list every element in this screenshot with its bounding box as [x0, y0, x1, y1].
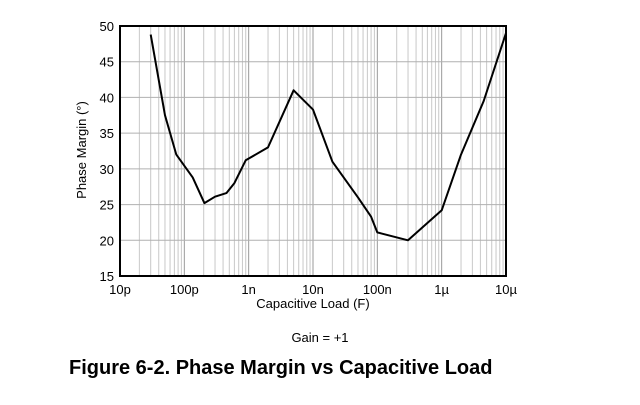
- gain-note: Gain = +1: [291, 330, 349, 345]
- x-tick-label: 100n: [363, 282, 392, 297]
- y-tick-label: 35: [100, 126, 114, 141]
- x-tick-label: 10µ: [495, 282, 517, 297]
- x-tick-labels: 10p 100p 1n 10n 100n 1µ 10µ: [109, 282, 517, 297]
- y-tick-label: 15: [100, 269, 114, 284]
- plot-frame: [119, 25, 507, 277]
- y-axis-title: Phase Margin (°): [74, 101, 89, 199]
- x-tick-label: 1µ: [434, 282, 449, 297]
- series-line: [149, 32, 507, 242]
- x-tick-label: 10n: [302, 282, 324, 297]
- x-tick-label: 1n: [241, 282, 255, 297]
- x-tick-label: 10p: [109, 282, 131, 297]
- phase-margin-chart: 15 20 25 30 35 40 45 50 10p 100p 1n 10n 100n 1µ 10µ C…: [74, 19, 517, 311]
- x-axis-title: Capacitive Load (F): [256, 296, 369, 311]
- series-layer: [149, 32, 507, 242]
- grid-lines: [119, 25, 506, 277]
- y-tick-label: 30: [100, 162, 114, 177]
- y-tick-labels: 15 20 25 30 35 40 45 50: [100, 19, 114, 284]
- figure-caption: Figure 6-2. Phase Margin vs Capacitive L…: [69, 357, 493, 379]
- y-tick-label: 20: [100, 233, 114, 248]
- y-tick-label: 25: [100, 198, 114, 213]
- y-tick-label: 50: [100, 19, 114, 34]
- y-tick-label: 45: [100, 55, 114, 70]
- x-tick-label: 100p: [170, 282, 199, 297]
- y-tick-label: 40: [100, 90, 114, 105]
